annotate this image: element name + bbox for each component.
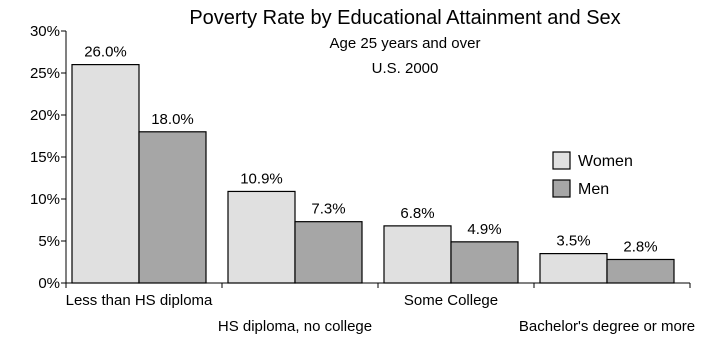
- bar-women: [539, 253, 608, 284]
- bar-men: [294, 221, 363, 284]
- legend-swatch-men: [552, 179, 571, 198]
- category-label: Bachelor's degree or more: [519, 318, 695, 335]
- bar-value-label: 18.0%: [151, 111, 194, 128]
- legend-label-men: Men: [578, 181, 609, 198]
- y-tick-label: 0%: [38, 275, 60, 292]
- bar-value-label: 7.3%: [311, 201, 345, 218]
- y-tick-label: 25%: [30, 65, 60, 82]
- bar-value-label: 3.5%: [556, 233, 590, 250]
- bar-value-label: 10.9%: [240, 170, 283, 187]
- bars: 26.0% 18.0% 10.9% 7.3% 6.8% 4.9% 3.5% 2.8%: [71, 44, 675, 284]
- x-axis: Less than HS diploma HS diploma, no colle…: [65, 282, 695, 335]
- chart-subtitle-line-2: U.S. 2000: [372, 60, 439, 77]
- legend: Women Men: [552, 151, 633, 198]
- chart-subtitle-line-1: Age 25 years and over: [330, 35, 481, 52]
- y-tick-label: 20%: [30, 107, 60, 124]
- bar-value-label: 6.8%: [400, 205, 434, 222]
- y-tick-label: 10%: [30, 191, 60, 208]
- legend-label-women: Women: [578, 153, 633, 170]
- category-label: Less than HS diploma: [66, 292, 213, 309]
- bar-value-label: 4.9%: [467, 221, 501, 238]
- category-label: Some College: [404, 292, 498, 309]
- bar-value-label: 2.8%: [623, 238, 657, 255]
- y-axis: 0% 5% 10% 15% 20% 25% 30%: [30, 23, 67, 292]
- bar-men: [606, 258, 675, 284]
- chart-title: Poverty Rate by Educational Attainment a…: [189, 7, 620, 29]
- legend-swatch-women: [552, 151, 571, 170]
- bar-men: [450, 241, 519, 284]
- y-tick-label: 30%: [30, 23, 60, 40]
- bar-value-label: 26.0%: [84, 44, 127, 61]
- y-tick-label: 15%: [30, 149, 60, 166]
- y-tick-label: 5%: [38, 233, 60, 250]
- bar-women: [227, 190, 296, 284]
- bar-men: [138, 131, 207, 284]
- bar-women: [383, 225, 452, 284]
- bar-women: [71, 63, 140, 284]
- category-label: HS diploma, no college: [218, 318, 372, 335]
